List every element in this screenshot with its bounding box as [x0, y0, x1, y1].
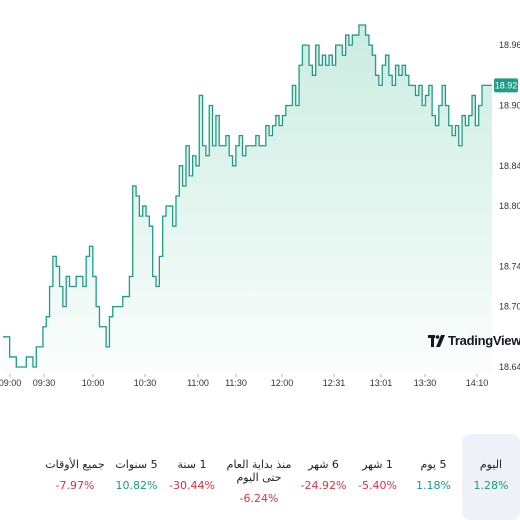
x-tick-label: 13:01 — [370, 378, 393, 388]
period-1-month[interactable]: 1 شهر 5.40%- — [350, 434, 405, 520]
y-tick-label: 18.90 — [499, 100, 520, 110]
period-ytd[interactable]: منذ بداية العام حتى اليوم 6.24%- — [221, 434, 297, 520]
y-tick-label: 18.96 — [499, 40, 520, 50]
tradingview-brand-name: TradingView — [448, 333, 520, 348]
price-area-fill — [3, 25, 492, 373]
x-tick-label: 11:30 — [225, 378, 247, 388]
price-series-line — [3, 24, 492, 368]
period-change: 1.18% — [416, 479, 451, 492]
period-all-time[interactable]: جميع الأوقات 7.97%- — [40, 434, 110, 520]
x-tick-label: 09:00 — [0, 378, 21, 388]
period-label: منذ بداية العام حتى اليوم — [226, 458, 292, 484]
x-tick: 11:00 — [187, 374, 209, 388]
period-label: اليوم — [479, 458, 503, 471]
period-label: 6 شهر — [308, 458, 339, 471]
x-tick: 11:30 — [225, 374, 247, 388]
y-axis: 18.64 18.70 18.74 18.80 18.84 18.90 18.96 — [499, 40, 520, 372]
y-tick-label: 18.80 — [499, 201, 520, 211]
period-label: 5 سنوات — [115, 458, 158, 471]
x-tick: 09:00 — [0, 374, 21, 388]
period-change: 5.40%- — [358, 479, 397, 492]
last-price-tag: 18.92 — [494, 78, 518, 93]
x-tick: 12:00 — [271, 374, 294, 388]
period-change: 1.28% — [473, 479, 509, 492]
period-change: 30.44%- — [169, 479, 215, 492]
period-change: 10.82% — [115, 479, 158, 492]
period-label: جميع الأوقات — [45, 458, 105, 471]
period-5-days[interactable]: 5 يوم 1.18% — [405, 434, 462, 520]
x-tick-label: 14:10 — [466, 378, 489, 388]
period-label: 5 يوم — [420, 458, 447, 471]
y-tick-label: 18.84 — [499, 161, 520, 171]
x-tick-label: 12:31 — [323, 378, 346, 388]
x-tick-label: 13:30 — [414, 378, 437, 388]
x-tick: 09:30 — [33, 374, 56, 388]
period-5-years[interactable]: 5 سنوات 10.82% — [110, 434, 163, 520]
y-tick-label: 18.64 — [499, 362, 520, 372]
x-tick: 10:00 — [82, 374, 105, 388]
tradingview-logo-icon — [428, 334, 445, 347]
y-tick-label: 18.74 — [499, 261, 520, 271]
period-today[interactable]: اليوم 1.28% — [462, 434, 520, 520]
x-tick-label: 11:00 — [187, 378, 209, 388]
x-tick: 13:01 — [370, 374, 393, 388]
x-tick-label: 12:00 — [271, 378, 294, 388]
period-change: 24.92%- — [300, 479, 347, 492]
last-price-value: 18.92 — [495, 80, 518, 90]
x-tick-label: 10:00 — [82, 378, 105, 388]
price-chart: 18.64 18.70 18.74 18.80 18.84 18.90 18.96 09:0… — [0, 24, 520, 388]
period-1-year[interactable]: 1 سنة 30.44%- — [163, 434, 221, 520]
x-axis: 09:00 09:30 10:00 10:30 11:00 11:30 12:00 12:31… — [0, 374, 488, 388]
period-change: 6.24%- — [239, 492, 279, 505]
x-tick: 12:31 — [323, 374, 346, 388]
period-change: 7.97%- — [55, 479, 95, 492]
tradingview-brand[interactable]: TradingView — [428, 333, 520, 348]
x-tick: 13:30 — [414, 374, 437, 388]
x-tick: 14:10 — [466, 374, 489, 388]
period-label: 1 شهر — [362, 458, 393, 471]
x-tick: 10:30 — [134, 374, 157, 388]
x-tick-label: 10:30 — [134, 378, 157, 388]
y-tick-label: 18.70 — [499, 302, 520, 312]
x-tick-label: 09:30 — [33, 378, 56, 388]
period-label: 1 سنة — [177, 458, 207, 471]
performance-periods: اليوم 1.28% 5 يوم 1.18% 1 شهر 5.40%- 6 ش… — [0, 434, 520, 520]
period-6-months[interactable]: 6 شهر 24.92%- — [297, 434, 350, 520]
